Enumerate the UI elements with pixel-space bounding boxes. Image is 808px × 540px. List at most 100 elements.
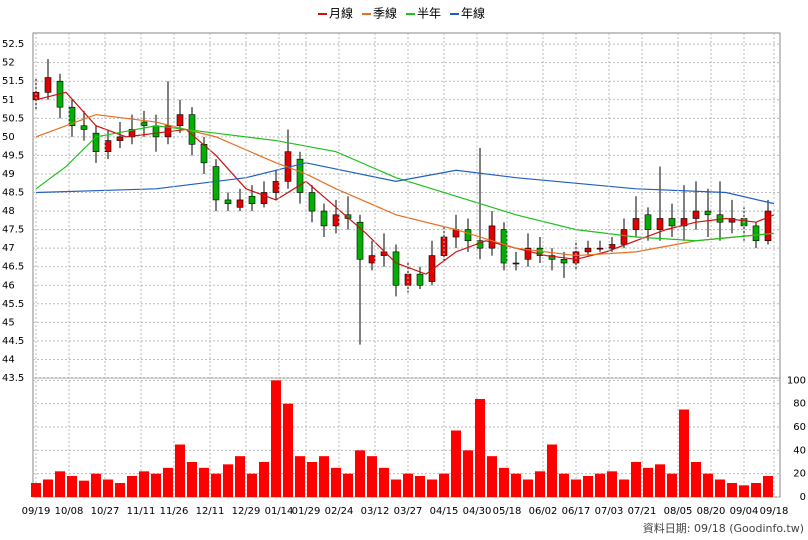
- ma-line: [35, 113, 775, 257]
- y-tick-label: 52: [2, 58, 15, 69]
- volume-bar: [223, 464, 233, 497]
- candle-body: [728, 218, 736, 223]
- y-tick-label: 47.5: [2, 225, 24, 236]
- candle-body: [212, 166, 220, 201]
- candle-body: [80, 125, 88, 130]
- volume-bar: [283, 403, 293, 497]
- x-tick-label: 09/19: [22, 506, 51, 517]
- x-tick-label: 06/17: [562, 506, 591, 517]
- y-tick-label: 51: [2, 95, 15, 106]
- candle-body: [680, 218, 688, 227]
- candle-body: [764, 210, 772, 242]
- volume-bar: [55, 471, 65, 497]
- volume-bar: [151, 473, 161, 497]
- candle-body: [752, 225, 760, 242]
- y2-tick-label: 100: [787, 375, 806, 386]
- x-tick-label: 10/08: [55, 506, 84, 517]
- x-tick-label: 01/14: [265, 506, 294, 517]
- x-tick-label: 03/12: [361, 506, 390, 517]
- y2-tick-label: 80: [793, 399, 806, 410]
- candle-body: [296, 158, 304, 193]
- candle-body: [620, 229, 628, 245]
- volume-bar: [163, 467, 173, 497]
- y-tick-label: 52.5: [2, 39, 24, 50]
- volume-bar: [439, 473, 449, 497]
- y-tick-label: 45: [2, 317, 15, 328]
- volume-bar: [187, 462, 197, 497]
- volume-bar: [91, 473, 101, 497]
- candle-body: [104, 140, 112, 153]
- candle-body: [524, 247, 532, 260]
- volume-bar: [127, 476, 137, 497]
- volume-bar: [559, 473, 569, 497]
- volume-bar: [427, 479, 437, 497]
- candle-body: [356, 221, 364, 260]
- candle-body: [236, 199, 244, 208]
- volume-bar: [703, 473, 713, 497]
- volume-bar: [739, 485, 749, 497]
- candle-body: [332, 214, 340, 227]
- volume-bar: [727, 483, 737, 497]
- y2-tick-label: 40: [793, 445, 806, 456]
- volume-bar: [595, 473, 605, 497]
- volume-bar: [763, 476, 773, 497]
- x-tick-label: 08/05: [664, 506, 693, 517]
- volume-bar: [523, 479, 533, 497]
- volume-bar: [295, 456, 305, 497]
- volume-bar: [43, 479, 53, 497]
- candle-body: [584, 247, 592, 253]
- x-tick-label: 07/21: [628, 506, 657, 517]
- y-tick-label: 44.5: [2, 336, 24, 347]
- volume-bar: [67, 476, 77, 497]
- x-tick-label: 08/20: [697, 506, 726, 517]
- y-tick-label: 49.5: [2, 150, 24, 161]
- y-tick-label: 47: [2, 243, 15, 254]
- volume-bar: [475, 399, 485, 497]
- volume-bar: [379, 467, 389, 497]
- candle-body: [488, 225, 496, 249]
- candle-body: [512, 262, 520, 265]
- legend-label: 月線: [329, 6, 353, 21]
- y-tick-label: 51.5: [2, 76, 24, 87]
- volume-bar: [643, 467, 653, 497]
- candle-body: [248, 195, 256, 204]
- y-tick-label: 48.5: [2, 188, 24, 199]
- volume-bar: [271, 380, 281, 497]
- volume-bar: [367, 456, 377, 497]
- candle-body: [68, 106, 76, 127]
- volume-bar: [199, 467, 209, 497]
- x-tick-label: 04/15: [430, 506, 459, 517]
- volume-bar: [115, 483, 125, 497]
- volume-bar: [391, 479, 401, 497]
- candle-body: [368, 255, 376, 264]
- volume-bar: [259, 462, 269, 497]
- candle-body: [272, 181, 280, 193]
- candle-body: [224, 199, 232, 204]
- y-tick-label: 44: [2, 354, 15, 365]
- y-tick-label: 43.5: [2, 373, 24, 384]
- candle-body: [92, 132, 100, 153]
- y2-tick-label: 60: [793, 422, 806, 433]
- x-tick-label: 04/30: [463, 506, 492, 517]
- volume-bar: [547, 444, 557, 497]
- volume-bar: [679, 409, 689, 497]
- footnote: 資料日期: 09/18 (Goodinfo.tw): [643, 521, 804, 535]
- volume-bar: [355, 450, 365, 497]
- volume-bar: [79, 480, 89, 497]
- volume-bar: [235, 456, 245, 497]
- candle-body: [704, 210, 712, 216]
- volume-bar: [403, 473, 413, 497]
- volume-bar: [667, 473, 677, 497]
- x-tick-label: 11/26: [160, 506, 189, 517]
- x-tick-label: 02/24: [325, 506, 354, 517]
- x-tick-label: 09/18: [760, 506, 789, 517]
- volume-bar: [655, 464, 665, 497]
- volume-bar: [583, 476, 593, 497]
- candle-body: [464, 229, 472, 242]
- candle-body: [260, 192, 268, 204]
- volume-bar: [331, 467, 341, 497]
- candle-body: [596, 247, 604, 250]
- candle-body: [176, 114, 184, 127]
- ma-line: [35, 91, 775, 275]
